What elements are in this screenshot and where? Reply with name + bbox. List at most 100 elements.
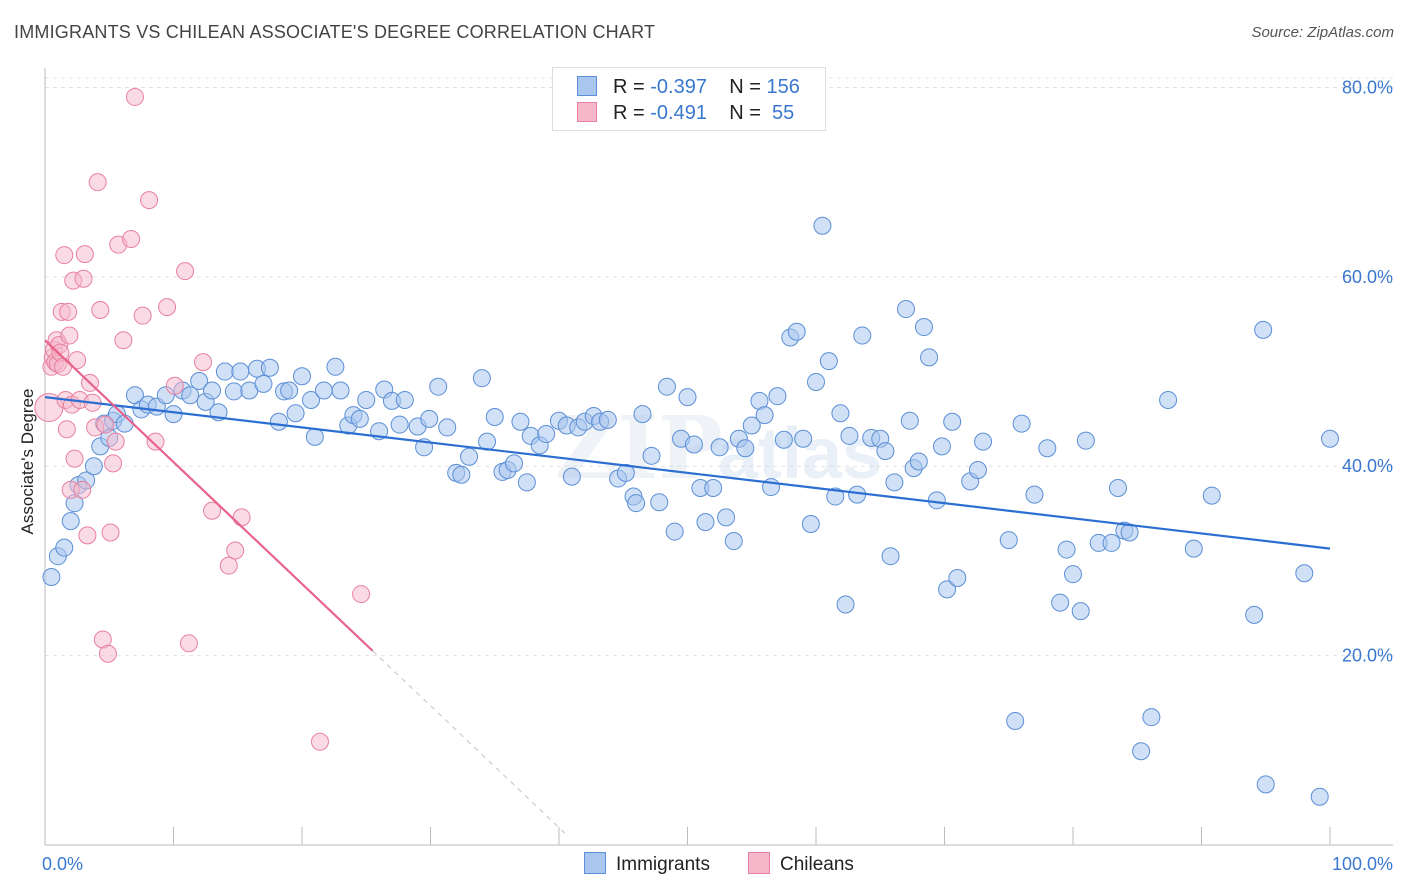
chileans-point — [146, 432, 165, 451]
immigrants-point — [562, 467, 581, 486]
chileans-point — [179, 634, 198, 653]
immigrants-point — [876, 442, 895, 461]
immigrants-point — [115, 414, 134, 433]
trend-lines — [44, 339, 1331, 835]
immigrants-point — [1256, 775, 1275, 794]
immigrants-point — [301, 390, 320, 409]
immigrants-point — [1006, 711, 1025, 730]
immigrants-point — [293, 367, 311, 386]
immigrants-point — [1310, 787, 1329, 806]
immigrants-point — [642, 446, 661, 465]
chileans-point — [106, 432, 125, 451]
immigrants-point — [696, 513, 715, 532]
immigrants-point — [1012, 414, 1031, 433]
chileans-point — [101, 523, 120, 542]
y-tick-label: 40.0% — [1342, 456, 1393, 476]
immigrants-point — [927, 491, 946, 510]
axis-labels: 20.0% 40.0% 60.0% 80.0% 0.0% 100.0% Associate'… — [18, 77, 1393, 874]
y-axis-title: Associate's Degree — [18, 389, 37, 535]
immigrants-point — [704, 479, 723, 498]
legend-label-immigrants: Immigrants — [616, 854, 710, 875]
legend-item-immigrants[interactable]: Immigrants — [584, 852, 710, 876]
immigrants-point — [920, 348, 939, 367]
immigrants-point — [1321, 429, 1339, 448]
y-tick-label: 20.0% — [1342, 646, 1393, 666]
immigrants-point — [1057, 540, 1076, 559]
r-value-immigrants: -0.397 — [650, 76, 707, 98]
immigrants-point — [684, 435, 703, 454]
immigrants-point — [1051, 593, 1070, 612]
r-label: R = — [613, 102, 645, 124]
n-value-immigrants: 156 — [766, 76, 800, 98]
immigrants-point — [452, 465, 471, 484]
immigrants-trend-line — [44, 396, 1331, 550]
immigrants-point — [909, 452, 928, 471]
immigrants-point — [537, 425, 556, 444]
immigrants-point — [742, 416, 761, 435]
immigrants-point — [260, 358, 279, 377]
chileans-point — [75, 245, 94, 264]
legend: Immigrants Chileans — [0, 852, 1406, 878]
chileans-points — [34, 87, 371, 751]
chileans-point — [65, 449, 84, 468]
stats-row-chileans: R = -0.491 N = 55 — [577, 102, 794, 126]
immigrants-point — [438, 418, 457, 437]
chileans-point — [232, 508, 251, 527]
correlation-stats-box: R = -0.397 N = 156 R = -0.491 N = 55 — [552, 67, 826, 131]
immigrants-point — [627, 494, 646, 513]
immigrants-swatch — [577, 76, 597, 96]
chileans-trend-extension — [372, 650, 566, 835]
axes — [44, 68, 1393, 846]
chileans-swatch — [577, 102, 597, 122]
immigrants-point — [794, 429, 813, 448]
immigrants-point — [881, 547, 900, 566]
r-label: R = — [613, 76, 645, 98]
immigrants-point — [665, 522, 684, 541]
immigrants-point — [755, 406, 774, 425]
immigrants-point — [350, 409, 369, 428]
chart-source: Source: ZipAtlas.com — [1251, 24, 1394, 41]
chileans-trend-line — [44, 339, 374, 652]
chileans-point — [133, 306, 152, 325]
immigrants-point — [305, 427, 324, 446]
chileans-point — [226, 541, 245, 560]
chileans-point — [219, 556, 238, 575]
legend-item-chileans[interactable]: Chileans — [748, 852, 854, 876]
chileans-point — [165, 376, 184, 395]
chileans-point — [96, 415, 115, 434]
immigrants-point — [314, 381, 333, 400]
immigrants-point — [1159, 390, 1178, 409]
immigrants-point — [224, 382, 243, 401]
immigrants-point — [460, 447, 479, 466]
immigrants-point — [1076, 431, 1095, 450]
immigrants-point — [1071, 602, 1090, 621]
immigrants-point — [357, 390, 376, 409]
chileans-point — [60, 326, 79, 345]
chileans-point — [310, 732, 329, 751]
immigrants-point — [999, 531, 1018, 550]
immigrants-point — [55, 538, 74, 557]
immigrants-point — [280, 381, 299, 400]
immigrants-point — [633, 405, 652, 424]
immigrants-point — [84, 457, 103, 476]
immigrants-point — [1132, 742, 1151, 761]
chileans-point — [158, 298, 177, 317]
chileans-point — [203, 501, 222, 520]
immigrants-point — [900, 411, 919, 430]
chart-title: IMMIGRANTS VS CHILEAN ASSOCIATE'S DEGREE… — [14, 22, 656, 42]
immigrants-point — [813, 216, 832, 235]
immigrants-point — [1295, 564, 1314, 583]
immigrants-point — [657, 377, 676, 396]
immigrants-point — [1245, 605, 1264, 624]
chileans-point — [73, 480, 92, 499]
immigrants-point — [42, 568, 61, 587]
immigrants-point — [254, 374, 273, 393]
immigrants-point — [269, 412, 288, 431]
immigrants-point — [787, 322, 806, 341]
n-value-chileans: 55 — [772, 102, 795, 124]
immigrants-point — [736, 439, 755, 458]
immigrants-point — [164, 405, 183, 424]
immigrants-point — [1064, 565, 1082, 584]
immigrants-point — [943, 412, 962, 431]
